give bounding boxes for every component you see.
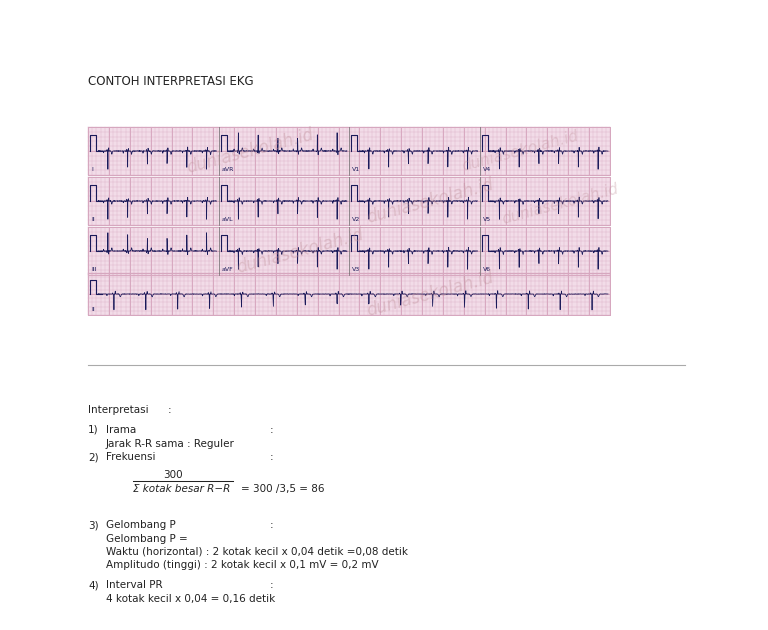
Text: aVL: aVL	[221, 217, 233, 222]
Text: V3: V3	[352, 267, 360, 272]
Text: III: III	[91, 267, 97, 272]
Text: V2: V2	[352, 217, 360, 222]
Text: aVF: aVF	[221, 267, 233, 272]
Text: V6: V6	[482, 267, 491, 272]
Text: Amplitudo (tinggi) : 2 kotak kecil x 0,1 mV = 0,2 mV: Amplitudo (tinggi) : 2 kotak kecil x 0,1…	[106, 560, 379, 570]
Text: = 300 /3,5 = 86: = 300 /3,5 = 86	[241, 484, 325, 494]
Text: duniasekolah.id: duniasekolah.id	[460, 129, 580, 174]
Bar	[88, 273, 610, 315]
Text: Interval PR: Interval PR	[106, 580, 163, 590]
Text: CONTOH INTERPRETASI EKG: CONTOH INTERPRETASI EKG	[88, 75, 253, 88]
Text: duniasekolah.id: duniasekolah.id	[234, 226, 366, 277]
Text: :: :	[270, 425, 273, 435]
Text: duniasekolah.id: duniasekolah.id	[365, 268, 495, 319]
Text: Interpretasi: Interpretasi	[88, 405, 149, 415]
Bar	[88, 127, 610, 175]
Text: II: II	[91, 307, 94, 312]
Text: 3): 3)	[88, 520, 98, 530]
Text: :: :	[270, 580, 273, 590]
Bar	[88, 177, 610, 225]
Text: :: :	[168, 405, 171, 415]
Text: 4): 4)	[88, 580, 98, 590]
Text: duniasekolah.id: duniasekolah.id	[365, 175, 495, 227]
Text: aVR: aVR	[221, 167, 234, 172]
Text: 4 kotak kecil x 0,04 = 0,16 detik: 4 kotak kecil x 0,04 = 0,16 detik	[106, 594, 275, 604]
Text: :: :	[270, 520, 273, 530]
Text: duniasekolah.id: duniasekolah.id	[184, 125, 316, 176]
Text: Jarak R-R sama : Reguler: Jarak R-R sama : Reguler	[106, 439, 235, 449]
Text: 2): 2)	[88, 452, 98, 462]
Text: 300: 300	[163, 470, 183, 480]
Text: Irama: Irama	[106, 425, 136, 435]
Text: V1: V1	[352, 167, 360, 172]
Text: duniasekolah.id: duniasekolah.id	[500, 181, 620, 227]
Text: Σ kotak besar R−R: Σ kotak besar R−R	[133, 484, 230, 494]
Text: V4: V4	[482, 167, 491, 172]
Text: Frekuensi: Frekuensi	[106, 452, 155, 462]
Text: II: II	[91, 217, 94, 222]
Text: Waktu (horizontal) : 2 kotak kecil x 0,04 detik =0,08 detik: Waktu (horizontal) : 2 kotak kecil x 0,0…	[106, 547, 408, 557]
Text: 1): 1)	[88, 425, 98, 435]
Text: I: I	[91, 167, 93, 172]
Text: Gelombang P =: Gelombang P =	[106, 534, 187, 544]
Text: Gelombang P: Gelombang P	[106, 520, 176, 530]
Text: :: :	[270, 452, 273, 462]
Text: V5: V5	[482, 217, 491, 222]
Bar	[88, 227, 610, 275]
